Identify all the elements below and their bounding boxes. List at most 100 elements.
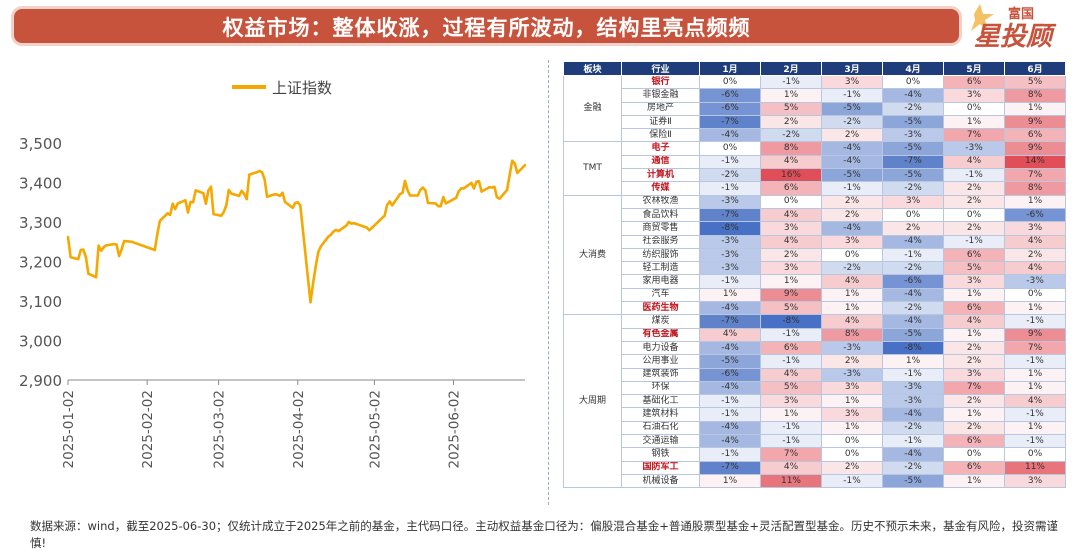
industry-label: 环保 bbox=[621, 380, 700, 396]
line-point bbox=[260, 171, 264, 174]
line-point bbox=[319, 245, 322, 248]
heatmap-cell: 0% bbox=[699, 74, 761, 90]
heatmap-row: 轻工制造 -3% 3% -2% -2% 5% 4% bbox=[564, 261, 1066, 276]
industry-label: 房地产 bbox=[621, 101, 700, 116]
heatmap-cell: -3% bbox=[699, 194, 761, 209]
heatmap-cell: 5% bbox=[760, 301, 822, 316]
y-tick-label: 3,100 bbox=[19, 293, 62, 311]
heatmap-cell: -4% bbox=[821, 221, 883, 236]
heatmap-cell: 4% bbox=[760, 234, 822, 249]
heatmap-cell: 3% bbox=[821, 74, 883, 90]
line-point bbox=[66, 235, 70, 239]
line-point bbox=[462, 187, 465, 190]
heatmap-cell: 1% bbox=[1004, 194, 1066, 209]
heatmap-cell: 3% bbox=[1004, 221, 1066, 236]
heatmap-cell: -1% bbox=[882, 434, 944, 449]
line-point bbox=[408, 194, 412, 197]
heatmap-cell: 4% bbox=[1004, 394, 1066, 409]
heatmap-cell: -6% bbox=[882, 274, 944, 289]
industry-label: 钢铁 bbox=[621, 447, 700, 462]
line-point bbox=[475, 180, 478, 183]
line-point bbox=[237, 194, 241, 198]
line-point bbox=[296, 201, 299, 204]
line-point bbox=[495, 195, 499, 199]
heatmap-cell: -1% bbox=[943, 234, 1005, 249]
heatmap-cell: -4% bbox=[699, 420, 761, 436]
line-point bbox=[317, 251, 320, 254]
heatmap-cell: -1% bbox=[699, 181, 761, 196]
heatmap-row: 非银金融 -6% 1% -1% -4% 3% 8% bbox=[564, 88, 1066, 103]
line-point bbox=[222, 210, 225, 214]
line-point bbox=[243, 192, 246, 196]
heatmap-cell: 5% bbox=[760, 380, 822, 396]
heatmap-cell: 6% bbox=[943, 247, 1005, 263]
heatmap-cell: 6% bbox=[943, 434, 1005, 449]
heatmap-cell: 1% bbox=[1004, 420, 1066, 436]
line-point bbox=[419, 188, 422, 192]
heatmap-cell: 4% bbox=[821, 314, 883, 329]
x-tick-label: 2025-06-02 bbox=[447, 390, 463, 468]
line-point bbox=[248, 173, 251, 176]
line-point bbox=[82, 248, 85, 251]
heatmap-cell: -4% bbox=[699, 340, 761, 356]
index-line-chart: 2,900 3,000 3,100 3,200 3,300 3,400 3,500 2025-… bbox=[10, 55, 540, 505]
page-title: 权益市场：整体收涨，过程有所波动，结构里亮点频频 bbox=[222, 16, 751, 40]
industry-label: 国防军工 bbox=[621, 460, 700, 475]
x-tick-label: 2025-01-02 bbox=[61, 390, 77, 468]
heatmap-row: 计算机 -2% 16% -5% -5% -1% 7% bbox=[564, 168, 1066, 183]
heatmap-cell: 1% bbox=[1004, 380, 1066, 396]
star-logo-icon bbox=[971, 4, 994, 31]
line-point bbox=[194, 189, 197, 192]
line-point bbox=[334, 228, 338, 232]
heatmap-cell: -4% bbox=[699, 380, 761, 396]
heatmap-cell: -7% bbox=[699, 314, 761, 329]
line-point bbox=[442, 195, 445, 199]
line-point bbox=[112, 242, 116, 246]
line-point bbox=[508, 173, 511, 176]
heatmap-cell: 3% bbox=[821, 380, 883, 396]
source-note: 数据来源：wind，截至2025-06-30；仅统计成立于2025年之前的基金，… bbox=[30, 519, 1059, 550]
line-point bbox=[79, 248, 83, 252]
heatmap-row: 钢铁 -1% 7% 0% -4% 0% 0% bbox=[564, 447, 1066, 462]
heatmap-cell: 1% bbox=[821, 394, 883, 409]
heatmap-cell: 3% bbox=[760, 261, 822, 276]
heatmap-cell: 6% bbox=[943, 74, 1005, 90]
line-point bbox=[77, 257, 80, 261]
col-header-month: 6月 bbox=[1004, 61, 1066, 76]
heatmap-row: 纺织服饰 -3% 2% 0% -1% 6% 2% bbox=[564, 247, 1066, 263]
line-point bbox=[166, 212, 169, 215]
industry-label: 轻工制造 bbox=[621, 261, 700, 276]
line-point bbox=[207, 189, 210, 192]
line-point bbox=[255, 171, 259, 174]
heatmap-cell: -7% bbox=[699, 114, 761, 130]
heatmap-row: 大消费 农林牧渔 -3% 0% 2% 3% 2% 1% bbox=[563, 194, 1066, 316]
heatmap-cell: 0% bbox=[1004, 447, 1066, 462]
line-point bbox=[426, 201, 430, 205]
heatmap-cell: 1% bbox=[1004, 301, 1066, 316]
line-point bbox=[523, 163, 527, 167]
line-point bbox=[391, 204, 394, 207]
heatmap-cell: -1% bbox=[821, 473, 883, 489]
heatmap-cell: 8% bbox=[760, 141, 822, 156]
heatmap-cell: -4% bbox=[882, 407, 944, 422]
heatmap-cell: 4% bbox=[760, 154, 822, 170]
industry-label: 证券Ⅱ bbox=[621, 114, 700, 130]
line-point bbox=[212, 212, 215, 216]
heatmap-cell: -6% bbox=[699, 88, 761, 103]
heatmap-cell: 3% bbox=[882, 194, 944, 209]
industry-label: 电子 bbox=[621, 141, 700, 156]
heatmap-row: 有色金属 4% -1% 8% -5% 1% 9% bbox=[564, 327, 1066, 342]
industry-label: 计算机 bbox=[621, 168, 700, 183]
col-header-industry: 行业 bbox=[621, 61, 700, 76]
industry-heatmap: 板块 行业 1月 2月 3月 4月 5月 6月 金融 银行 0% -1% 3% 0% 6% 5% 非银金融 -6… bbox=[563, 61, 1066, 489]
heatmap-cell: 8% bbox=[1004, 88, 1066, 103]
heatmap-cell: -1% bbox=[882, 367, 944, 382]
heatmap-cell: -3% bbox=[699, 234, 761, 249]
heatmap-cell: 2% bbox=[821, 460, 883, 475]
line-point bbox=[383, 214, 386, 217]
col-header-month: 2月 bbox=[760, 61, 822, 76]
index-series-line bbox=[66, 159, 526, 304]
heatmap-cell: 5% bbox=[760, 101, 822, 116]
line-point bbox=[454, 196, 458, 200]
heatmap-cell: -5% bbox=[882, 141, 944, 156]
